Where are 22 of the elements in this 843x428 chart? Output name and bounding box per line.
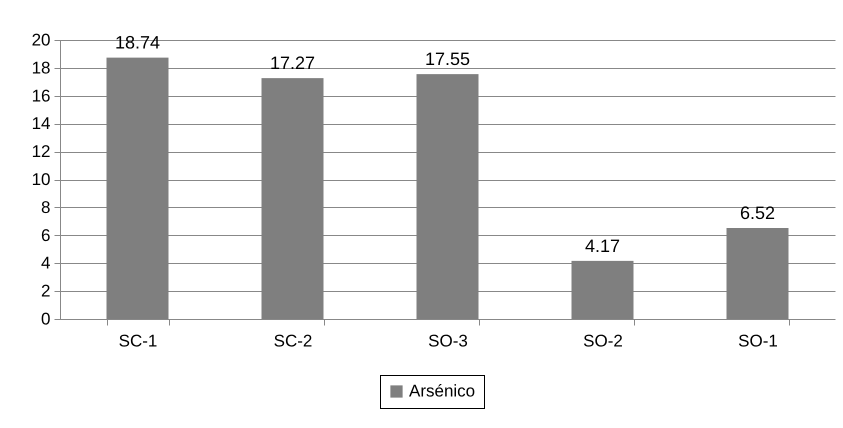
y-tick-label: 8 (41, 198, 50, 217)
y-tick-label: 6 (41, 226, 50, 245)
y-tick-label: 0 (41, 310, 50, 328)
data-label: 18.74 (114, 32, 160, 53)
data-label: 17.55 (424, 49, 470, 70)
x-tick-label: SC-2 (274, 332, 312, 350)
y-tick-label: 14 (32, 114, 50, 134)
y-tick-label: 4 (41, 254, 50, 273)
y-tick-label: 20 (32, 30, 50, 50)
y-tick-label: 12 (32, 142, 50, 162)
y-tick-label: 18 (32, 58, 50, 78)
x-tick-label: SO-2 (583, 332, 623, 350)
data-label: 17.27 (270, 53, 316, 74)
legend-label: Arsénico (409, 382, 476, 400)
y-tick-label: 10 (32, 170, 50, 189)
data-label: 6.52 (740, 203, 776, 224)
y-tick-label: 16 (32, 86, 50, 106)
x-tick-label: SC-1 (118, 332, 158, 350)
x-tick-label: SO-3 (428, 332, 468, 350)
data-label: 4.17 (584, 236, 620, 256)
x-tick-label: SO-1 (738, 332, 778, 350)
y-tick-label: 2 (41, 282, 50, 301)
